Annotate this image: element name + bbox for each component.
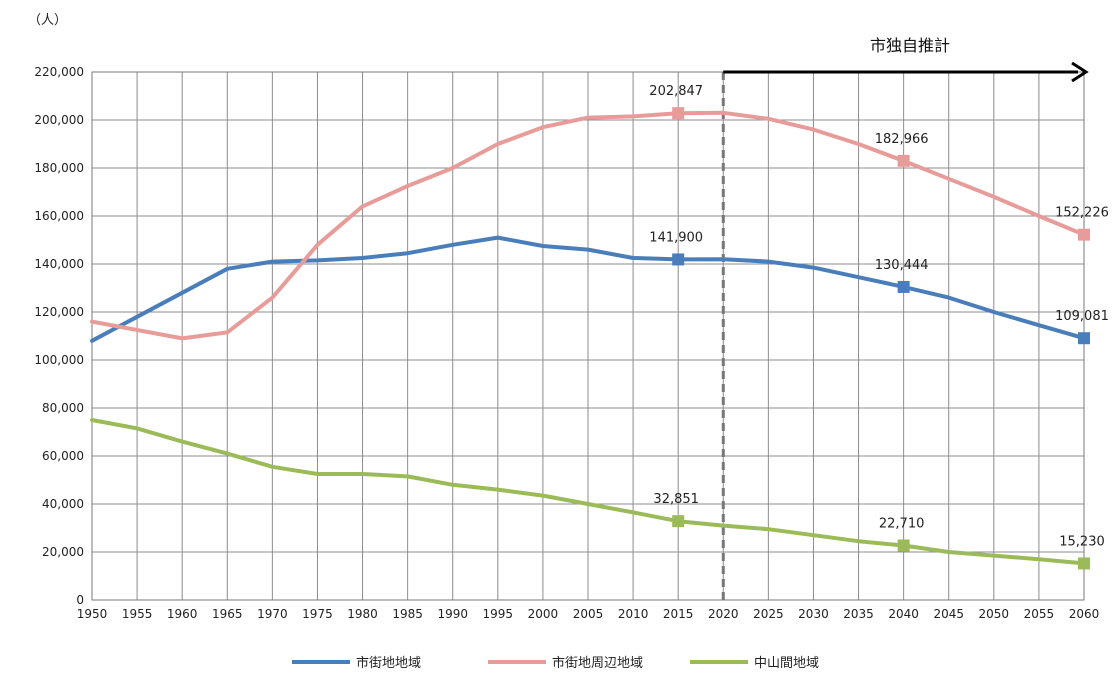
series-marker [672, 515, 685, 528]
y-tick-label: 200,000 [34, 113, 84, 127]
series-marker [672, 107, 685, 120]
x-tick-label: 1990 [437, 607, 468, 621]
x-tick-label: 2050 [979, 607, 1010, 621]
x-tick-label: 1965 [212, 607, 243, 621]
series-marker [672, 253, 685, 266]
data-label: 109,081 [1055, 309, 1109, 324]
legend: 市街地地域 市街地周辺地域 中山間地域 [292, 655, 819, 671]
y-tick-label: 80,000 [42, 401, 84, 415]
x-tick-label: 2035 [843, 607, 874, 621]
x-tick-label: 2020 [708, 607, 739, 621]
x-tick-label: 2010 [618, 607, 649, 621]
series-marker [1078, 557, 1090, 570]
legend-label: 市街地周辺地域 [552, 655, 643, 671]
x-tick-label: 2005 [573, 607, 604, 621]
x-tick-label: 1970 [257, 607, 288, 621]
y-tick-label: 120,000 [34, 305, 84, 319]
y-tick-label: 20,000 [42, 545, 84, 559]
series-marker [1078, 332, 1090, 345]
y-tick-label: 100,000 [34, 353, 84, 367]
data-label: 202,847 [649, 84, 703, 99]
x-tick-label: 2000 [528, 607, 559, 621]
projection-arrow-head [1071, 61, 1089, 83]
x-tick-label: 2025 [753, 607, 784, 621]
x-tick-label: 2060 [1069, 607, 1100, 621]
data-label: 141,900 [649, 230, 703, 245]
series-marker [897, 539, 910, 552]
y-tick-label: 220,000 [34, 65, 84, 79]
series [90, 107, 1090, 570]
legend-label: 中山間地域 [754, 656, 819, 671]
grid [91, 71, 1085, 601]
x-tick-label: 2040 [888, 607, 919, 621]
x-tick-label: 2045 [933, 607, 964, 621]
y-tick-label: 140,000 [34, 257, 84, 271]
y-tick-label: 160,000 [34, 209, 84, 223]
data-label: 182,966 [875, 132, 929, 147]
data-label: 32,851 [653, 492, 699, 507]
series-marker [1078, 228, 1090, 241]
x-tick-label: 1960 [167, 607, 198, 621]
y-tick-label: 180,000 [34, 161, 84, 175]
series-line-1 [90, 110, 1086, 341]
x-tick-label: 2030 [798, 607, 829, 621]
projection-label: 市独自推計 [870, 36, 950, 55]
data-label: 152,226 [1055, 206, 1109, 221]
series-line-0 [90, 235, 1086, 343]
x-tick-label: 1980 [347, 607, 378, 621]
x-tick-label: 1955 [122, 607, 153, 621]
data-labels: 202,847 182,966 152,226 141,900 130,444 109,0… [649, 84, 1109, 549]
series-line-2 [90, 418, 1086, 566]
data-label: 15,230 [1059, 534, 1105, 549]
legend-label: 市街地地域 [356, 655, 421, 671]
x-tick-label: 2015 [663, 607, 694, 621]
axes: 0 20,000 40,000 60,000 80,000 100,000 120,000 1… [34, 65, 1099, 621]
y-tick-label: 40,000 [42, 497, 84, 511]
series-marker [897, 280, 910, 293]
data-label: 130,444 [875, 258, 929, 273]
x-tick-label: 1950 [77, 607, 108, 621]
y-tick-label: 60,000 [42, 449, 84, 463]
x-tick-label: 1985 [392, 607, 423, 621]
y-axis-unit-label: （人） [28, 13, 67, 28]
data-label: 22,710 [879, 516, 925, 531]
series-marker [897, 154, 910, 167]
x-tick-label: 2055 [1024, 607, 1055, 621]
projection-indicator: 市独自推計 [721, 36, 1089, 600]
y-tick-label: 0 [76, 593, 84, 607]
x-tick-label: 1995 [483, 607, 514, 621]
x-tick-label: 1975 [302, 607, 333, 621]
